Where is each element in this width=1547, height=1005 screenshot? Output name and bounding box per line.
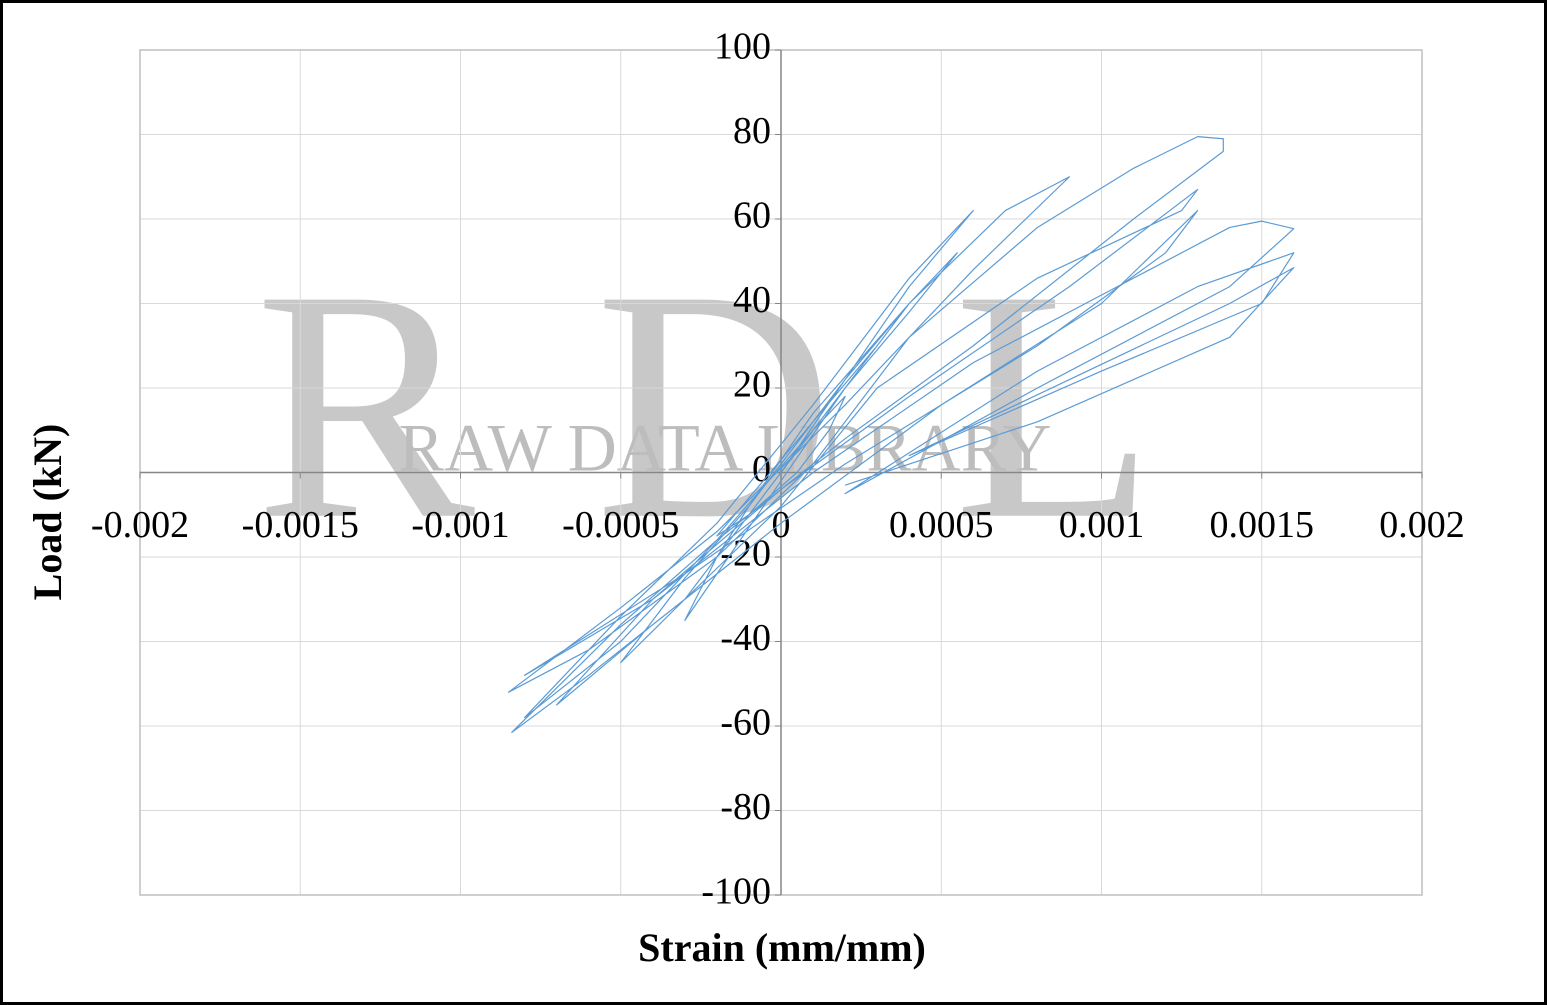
x-tick-label: 0.001 bbox=[1059, 504, 1145, 546]
watermark-text: RAW DATA LIBRARY bbox=[399, 410, 1052, 486]
y-tick-label: 80 bbox=[733, 110, 771, 152]
x-tick-label: -0.002 bbox=[91, 504, 189, 546]
y-tick-label: -100 bbox=[701, 871, 771, 913]
y-tick-label: 20 bbox=[733, 364, 771, 406]
x-tick-label: 0.0005 bbox=[889, 504, 994, 546]
y-tick-label: -40 bbox=[720, 617, 771, 659]
y-tick-label: -60 bbox=[720, 702, 771, 744]
x-tick-label: -0.001 bbox=[411, 504, 509, 546]
y-axis-label: Load (kN) bbox=[25, 424, 70, 601]
x-tick-label: 0 bbox=[772, 504, 791, 546]
x-tick-label: 0.0015 bbox=[1210, 504, 1315, 546]
y-tick-label: -80 bbox=[720, 786, 771, 828]
data-line bbox=[507, 136, 1295, 733]
x-tick-label: 0.002 bbox=[1379, 504, 1465, 546]
x-tick-label: -0.0005 bbox=[562, 504, 679, 546]
y-tick-label: 60 bbox=[733, 195, 771, 237]
x-tick-label: -0.0015 bbox=[242, 504, 359, 546]
y-tick-label: 40 bbox=[733, 279, 771, 321]
y-tick-label: 100 bbox=[714, 26, 771, 68]
x-axis-label: Strain (mm/mm) bbox=[638, 925, 926, 970]
